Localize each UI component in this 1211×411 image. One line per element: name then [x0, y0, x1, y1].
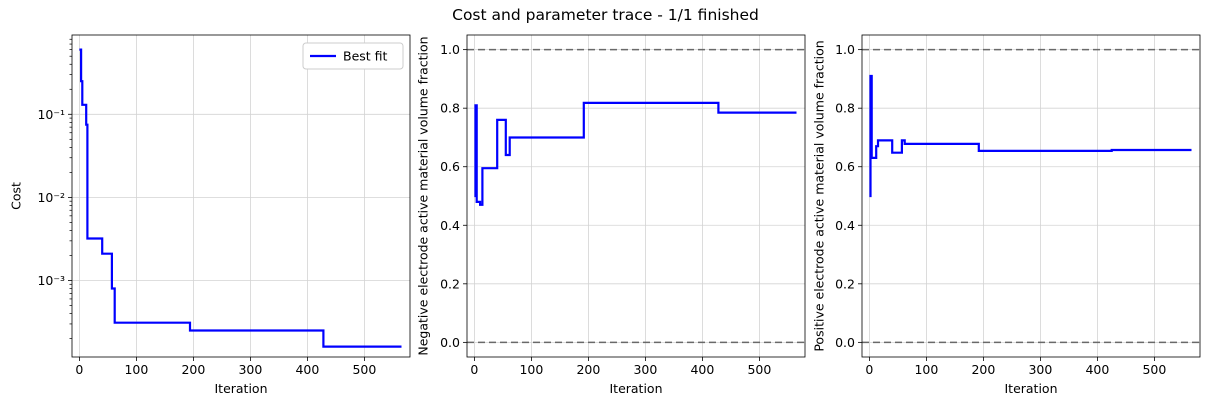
legend-label: Best fit: [343, 49, 388, 64]
x-tick-label: 200: [971, 362, 995, 377]
y-tick-label: 0.4: [440, 218, 460, 233]
x-tick-label: 400: [295, 362, 319, 377]
x-tick-label: 200: [181, 362, 205, 377]
x-axis-label: Iteration: [609, 381, 662, 396]
x-axis-label: Iteration: [1004, 381, 1057, 396]
x-tick-label: 500: [747, 362, 771, 377]
x-tick-label: 200: [576, 362, 600, 377]
y-tick-label: 0.6: [835, 159, 855, 174]
x-tick-label: 500: [1142, 362, 1166, 377]
x-tick-label: 0: [865, 362, 873, 377]
x-tick-label: 0: [75, 362, 83, 377]
series-line-1: [869, 74, 1192, 198]
y-tick-label: 0.6: [440, 159, 460, 174]
x-tick-label: 400: [690, 362, 714, 377]
chart-panel-3: 0 100 200 300 400 500 0.0 0.2 0.4 0.6 0.8 1.0 Iterat…: [812, 34, 1201, 396]
x-axis-label: Iteration: [214, 381, 267, 396]
y-tick-label: 0.8: [835, 101, 855, 116]
plot-frame: [861, 34, 1201, 358]
y-tick-label: 10⁻³: [37, 273, 65, 288]
x-tick-label: 500: [352, 362, 376, 377]
y-tick-label: 1.0: [440, 42, 460, 57]
y-tick-label: 0.8: [440, 101, 460, 116]
x-tick-label: 300: [633, 362, 657, 377]
y-axis-label: Positive electrode active material volum…: [812, 40, 827, 351]
x-tick-label: 0: [470, 362, 478, 377]
chart-panel-1: 0 100 200 300 400 500 10⁻³ 10⁻² 10⁻¹ Iteration Cos…: [9, 34, 411, 396]
y-tick-label: 1.0: [835, 42, 855, 57]
y-tick-label: 0.4: [835, 218, 855, 233]
y-tick-label: 0.0: [440, 335, 460, 350]
x-tick-label: 300: [238, 362, 262, 377]
y-tick-label: 0.0: [835, 335, 855, 350]
chart-panel-2: 0 100 200 300 400 500 0.0 0.2 0.4 0.6 0.8 1.0 Iterat…: [416, 34, 806, 396]
plot-frame: [71, 34, 411, 358]
x-tick-label: 100: [519, 362, 543, 377]
series-line-1: [474, 101, 797, 206]
x-tick-label: 400: [1085, 362, 1109, 377]
y-tick-label: 10⁻¹: [37, 107, 65, 122]
y-tick-label: 0.2: [835, 276, 855, 291]
series-line-1: [79, 48, 402, 348]
x-tick-label: 300: [1028, 362, 1052, 377]
x-tick-label: 100: [914, 362, 938, 377]
plot-frame: [466, 34, 806, 358]
y-axis-label: Negative electrode active material volum…: [416, 36, 431, 355]
legend-box: [302, 42, 404, 70]
x-tick-label: 100: [124, 362, 148, 377]
y-axis-label: Cost: [9, 182, 24, 210]
figure-title: Cost and parameter trace - 1/1 finished: [452, 6, 759, 24]
y-tick-label: 10⁻²: [37, 190, 65, 205]
y-tick-label: 0.2: [440, 276, 460, 291]
